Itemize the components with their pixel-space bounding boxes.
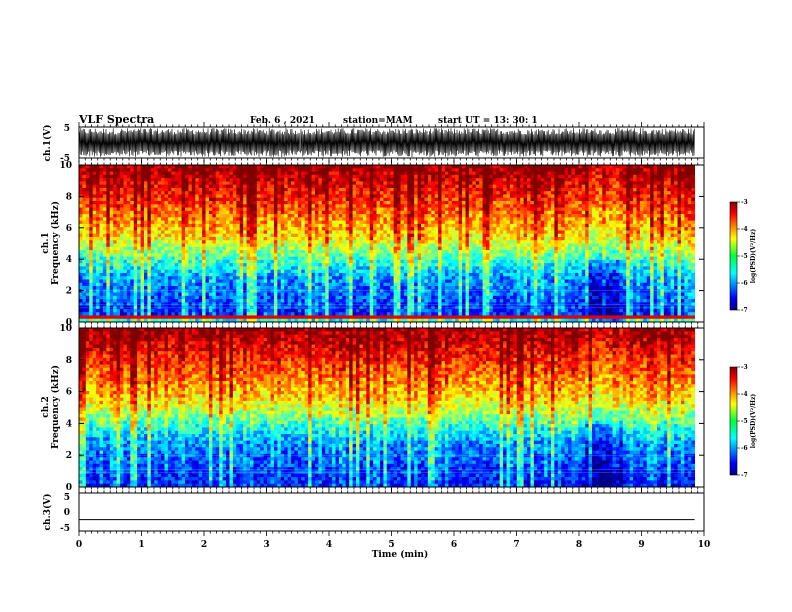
ch1-colorbar-tick--7: -7 [741, 307, 748, 314]
ch3-ytick-minus5: -5 [60, 524, 70, 534]
ch3-waveform-ylabel: ch.3(V) [42, 494, 53, 531]
ch1-spec-ytick-10: 10 [59, 161, 72, 171]
ch2-spec-ytick-2: 2 [66, 451, 72, 461]
ch1-spectrogram-image [79, 165, 696, 323]
ch2-spectrogram-ylabel: Frequency (kHz) [50, 365, 61, 449]
time-tick-1: 1 [138, 540, 144, 550]
ch1-ytick-top: 5 [64, 124, 70, 134]
ch1-colorbar-tick--5: -5 [741, 253, 748, 260]
ch1-waveform-path [78, 127, 695, 158]
ch3-ytick-0: 0 [64, 508, 70, 518]
time-tick-0: 0 [76, 540, 82, 550]
ch2-colorbar-tick--7: -7 [741, 472, 748, 479]
ch2-spectrogram-image [79, 328, 696, 488]
ch2-spec-ytick-0: 0 [66, 483, 72, 493]
time-tick-7: 7 [513, 540, 519, 550]
ch1-colorbar-tick--6: -6 [741, 280, 748, 287]
ch1-spec-ytick-4: 4 [66, 255, 72, 265]
ch2-spec-ytick-8: 8 [66, 356, 72, 366]
ch2-colorbar-gradient [730, 367, 737, 475]
ch1-colorbar-gradient [730, 202, 737, 310]
time-tick-3: 3 [263, 540, 269, 550]
ch2-colorbar-tick--6: -6 [741, 445, 748, 452]
ch2-colorbar: -3 -4 -5 -6 -7 log(PSD)(V²/Hz) [729, 364, 757, 479]
ch2-colorbar-tick--4: -4 [741, 391, 748, 398]
station-label: station=MAM [343, 116, 413, 126]
ch1-spectrogram-ylabel: Frequency (kHz) [50, 201, 61, 285]
ch1-colorbar-tick--3: -3 [741, 199, 748, 206]
time-tick-2: 2 [201, 540, 207, 550]
ch1-spec-ytick-6: 6 [66, 224, 72, 234]
ch1-ytick-bottom: -5 [60, 154, 70, 164]
ch3-ytick-5: 5 [64, 493, 70, 503]
ch1-waveform-trace [78, 127, 695, 158]
time-tick-6: 6 [451, 540, 457, 550]
ch1-spec-ytick-0: 0 [66, 318, 72, 328]
figure-title: VLF Spectra [78, 113, 154, 126]
ch3-waveform-panel: 5 0 -5 ch.3(V) [42, 492, 705, 534]
time-tick-5: 5 [388, 540, 394, 550]
ch3-waveform-frame [78, 492, 705, 532]
ch1-spec-ytick-8: 8 [66, 192, 72, 202]
ch2-spectrogram-panel: 0 2 4 6 8 10 ch.2 Frequency (kHz) [41, 324, 705, 493]
time-axis: 0 1 2 3 4 5 6 7 8 9 10 [76, 122, 710, 550]
ch2-colorbar-tick--3: -3 [741, 364, 748, 371]
time-tick-8: 8 [576, 540, 582, 550]
ch1-colorbar-label: log(PSD)(V²/Hz) [750, 229, 757, 284]
ch1-spectrogram-ylabel-top: ch.1 [41, 232, 51, 253]
time-tick-4: 4 [326, 540, 332, 550]
ch1-colorbar-tick--4: -4 [741, 226, 748, 233]
ch1-waveform-ylabel: ch.1(V) [42, 125, 53, 162]
ch2-spectrogram-ylabel-top: ch.2 [41, 396, 51, 417]
ch2-spec-ytick-4: 4 [66, 419, 72, 429]
ch2-colorbar-tick--5: -5 [741, 418, 748, 425]
ch2-colorbar-label: log(PSD)(V²/Hz) [750, 394, 757, 449]
ch1-spec-ytick-2: 2 [66, 287, 72, 297]
time-tick-9: 9 [638, 540, 644, 550]
time-axis-label: Time (min) [372, 549, 429, 560]
time-tick-10: 10 [698, 540, 711, 550]
ch1-spectrogram-panel: 0 2 4 6 8 10 ch.1 Frequency (kHz) [41, 161, 705, 328]
date-label: Feb. 6 , 2021 [250, 116, 315, 126]
ch2-spec-ytick-6: 6 [66, 388, 72, 398]
ch1-colorbar: -3 -4 -5 -6 -7 log(PSD)(V²/Hz) [729, 199, 757, 314]
start-time-label: start UT = 13: 30: 1 [438, 116, 538, 126]
ch2-spec-ytick-10: 10 [59, 324, 72, 334]
